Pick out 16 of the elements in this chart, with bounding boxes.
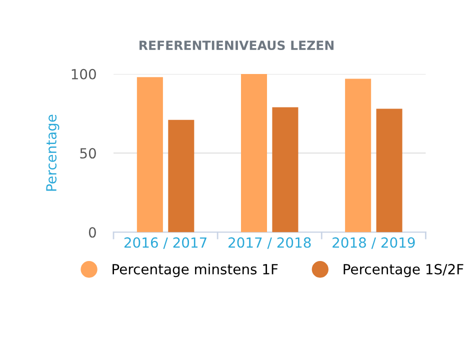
legend-label: Percentage 1S/2F [344,264,464,278]
x-tick-label: 2016 / 2017 [124,237,206,249]
x-tick-label: 2017 / 2018 [228,237,311,249]
bar [272,107,298,232]
bar [136,77,163,232]
bar [168,120,194,232]
x-tick-label: 2018 / 2019 [332,237,415,249]
y-axis-title: Percentage [46,114,60,191]
y-tick-label: 50 [80,148,96,159]
bar [240,74,268,232]
legend-label: Percentage minstens 1F [112,264,278,278]
chart-title: REFERENTIENIVEAUS LEZEN [140,40,334,50]
y-tick-label: 0 [88,227,96,238]
bar [345,78,372,232]
bar [376,108,402,232]
y-tick-label: 100 [72,68,96,80]
